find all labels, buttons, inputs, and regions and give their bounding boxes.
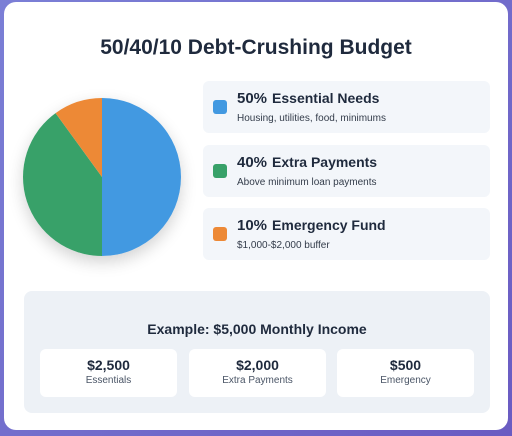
legend-percent: 40%	[237, 154, 268, 171]
legend-description: $1,000-$2,000 buffer	[237, 240, 330, 251]
legend-percent: 50%	[237, 90, 268, 107]
example-amount: $2,500	[87, 357, 130, 373]
legend-percent: 10%	[237, 217, 268, 234]
legend-description: Housing, utilities, food, minimums	[237, 113, 386, 124]
example-amount: $500	[389, 357, 422, 373]
example-box-essentials: $2,500 Essentials	[40, 349, 177, 397]
pie-chart	[23, 98, 181, 256]
legend-label: Extra Payments	[272, 154, 378, 170]
legend-label: Essential Needs	[272, 90, 380, 106]
legend-description: Above minimum loan payments	[237, 177, 377, 188]
legend-item-emergency-fund: 10% Emergency Fund $1,000-$2,000 buffer	[203, 208, 490, 260]
pie-slice-extra-payments	[23, 113, 103, 256]
legend-swatch	[213, 227, 227, 241]
legend-swatch	[213, 164, 227, 178]
example-title: Example: $5,000 Monthly Income	[147, 321, 367, 337]
legend-item-essential-needs: 50% Essential Needs Housing, utilities, f…	[203, 81, 490, 133]
example-box-emergency: $500 Emergency	[337, 349, 474, 397]
example-amount: $2,000	[236, 357, 279, 373]
budget-card: 50/40/10 Debt-Crushing Budget 50% Essenti…	[4, 2, 508, 430]
example-box-extra-payments: $2,000 Extra Payments	[189, 349, 326, 397]
example-label: Essentials	[85, 375, 132, 386]
legend-swatch	[213, 100, 227, 114]
legend-label: Emergency Fund	[272, 217, 386, 233]
example-panel: Example: $5,000 Monthly Income $2,500 Es…	[24, 291, 490, 413]
legend-item-extra-payments: 40% Extra Payments Above minimum loan pay…	[203, 145, 490, 197]
pie-slice-emergency-fund	[55, 98, 102, 177]
example-label: Extra Payments	[222, 375, 293, 386]
pie-chart-svg	[23, 98, 181, 256]
example-label: Emergency	[380, 375, 431, 386]
page-title: 50/40/10 Debt-Crushing Budget	[100, 36, 412, 59]
pie-slice-essential-needs	[102, 98, 181, 256]
